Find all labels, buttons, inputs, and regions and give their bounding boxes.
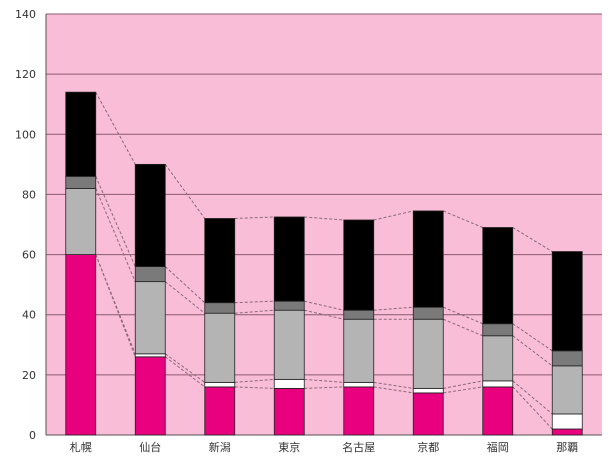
series-connector-line bbox=[95, 91, 136, 165]
bar-segment bbox=[204, 386, 236, 436]
series-connector-line bbox=[512, 227, 553, 252]
bar-segment bbox=[482, 386, 514, 436]
series-connector-line bbox=[304, 309, 344, 320]
bar-segment bbox=[134, 266, 166, 283]
y-tick-label: 40 bbox=[22, 309, 36, 322]
series-connector-line bbox=[95, 254, 136, 354]
series-connector-line bbox=[373, 386, 414, 394]
y-tick-label: 140 bbox=[15, 8, 36, 21]
series-connector-line bbox=[304, 386, 344, 389]
bar-segment bbox=[343, 386, 375, 436]
series-connector-line bbox=[95, 176, 136, 267]
bar-segment bbox=[412, 318, 444, 389]
bar-segment bbox=[65, 188, 97, 255]
bar-segment bbox=[204, 312, 236, 383]
x-tick-label: 那覇 bbox=[556, 441, 578, 454]
series-connector-line bbox=[443, 318, 483, 337]
x-tick-label: 東京 bbox=[278, 440, 300, 454]
bar-segment bbox=[273, 387, 305, 436]
bar-segment bbox=[134, 281, 166, 355]
y-tick-label: 0 bbox=[29, 429, 36, 442]
series-connector-line bbox=[164, 281, 206, 314]
plot-area bbox=[46, 14, 602, 435]
y-tick-label: 80 bbox=[22, 188, 36, 201]
bar-segment bbox=[412, 210, 444, 308]
series-connector-line bbox=[95, 188, 136, 282]
series-connector-line bbox=[234, 309, 275, 314]
bar-segment bbox=[482, 380, 514, 388]
bar-segment bbox=[482, 323, 514, 337]
bar-segment bbox=[343, 381, 375, 388]
series-connector-line bbox=[304, 300, 344, 311]
x-tick-label: 札幌 bbox=[70, 440, 92, 454]
series-connector-line bbox=[512, 335, 553, 367]
series-connector-line bbox=[304, 378, 344, 383]
series-connector-line bbox=[164, 266, 206, 304]
bar-segment bbox=[134, 356, 166, 436]
x-tick-label: 福岡 bbox=[487, 440, 509, 454]
bar-segment bbox=[482, 335, 514, 382]
series-connector-line bbox=[373, 210, 414, 221]
bar-segment bbox=[273, 300, 305, 311]
bar-segment bbox=[273, 216, 305, 302]
bar-segment bbox=[343, 219, 375, 311]
bar-segment bbox=[134, 353, 166, 358]
series-connector-line bbox=[373, 381, 414, 389]
bar-segment bbox=[204, 381, 236, 388]
bar-segment bbox=[551, 428, 583, 436]
x-tick-label: 新潟 bbox=[209, 440, 231, 454]
bar-segment bbox=[273, 309, 305, 380]
series-connector-line bbox=[443, 306, 483, 325]
series-connector-line bbox=[164, 164, 206, 219]
bar-segment bbox=[412, 306, 444, 320]
bar-segment bbox=[65, 91, 97, 177]
series-connector-line bbox=[443, 210, 483, 228]
series-connector-line bbox=[304, 216, 344, 221]
series-connector-line bbox=[512, 323, 553, 352]
bar-segment bbox=[65, 254, 97, 436]
bar-segment bbox=[412, 392, 444, 436]
bar-segment bbox=[551, 251, 583, 352]
bar-segment bbox=[412, 387, 444, 394]
x-tick-label: 京都 bbox=[417, 440, 439, 454]
series-connector-line bbox=[443, 380, 483, 389]
series-connector-line bbox=[234, 386, 275, 389]
series-connector-line bbox=[373, 306, 414, 311]
y-tick-label: 20 bbox=[22, 369, 36, 382]
y-tick-label: 60 bbox=[22, 249, 36, 262]
bar-segment bbox=[551, 413, 583, 430]
connector-lines bbox=[95, 91, 553, 430]
bar-segment bbox=[65, 175, 97, 189]
y-tick-label: 100 bbox=[15, 128, 36, 141]
y-tick-label: 120 bbox=[15, 68, 36, 81]
x-tick-label: 仙台 bbox=[139, 440, 161, 454]
x-tick-label: 名古屋 bbox=[342, 440, 375, 454]
bar-segment bbox=[204, 218, 236, 304]
bars bbox=[65, 91, 583, 436]
series-connector-line bbox=[95, 254, 136, 357]
series-connector-line bbox=[234, 216, 275, 219]
bar-segment bbox=[551, 365, 583, 415]
bar-segment bbox=[551, 350, 583, 367]
x-axis: 札幌 仙台 新潟 東京 名古屋 京都 福岡 那覇 bbox=[70, 440, 579, 454]
bar-segment bbox=[204, 302, 236, 314]
bar-segment bbox=[482, 227, 514, 325]
series-connector-line bbox=[234, 378, 275, 383]
series-connector-line bbox=[164, 353, 206, 383]
bar-segment bbox=[343, 318, 375, 383]
bar-segment bbox=[343, 309, 375, 320]
series-connector-line bbox=[164, 356, 206, 388]
series-connector-line bbox=[234, 300, 275, 304]
bar-segment bbox=[134, 163, 166, 268]
bar-segment bbox=[273, 378, 305, 389]
series-connector-line bbox=[512, 380, 553, 415]
series-connector-line bbox=[443, 386, 483, 394]
